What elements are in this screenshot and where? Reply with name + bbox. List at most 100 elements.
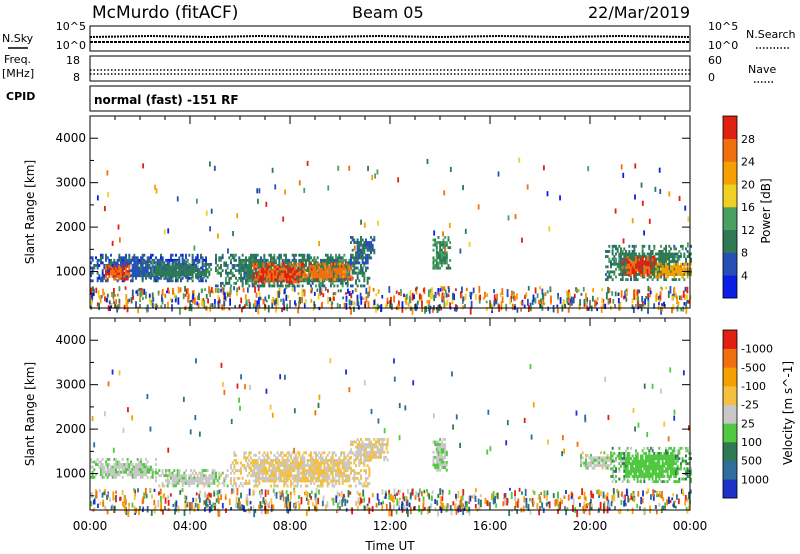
data-cell (116, 261, 119, 265)
data-cell (264, 280, 267, 284)
data-cell (335, 459, 337, 462)
noise-cell (404, 307, 407, 311)
data-cell (626, 457, 629, 460)
data-cell (651, 265, 654, 269)
data-cell (278, 469, 281, 473)
data-cell (245, 269, 247, 272)
data-cell (671, 257, 674, 261)
data-cell (293, 461, 296, 465)
data-cell (673, 270, 676, 274)
data-cell (115, 272, 117, 276)
data-cell (439, 461, 442, 464)
data-cell (294, 280, 297, 284)
data-cell (356, 253, 359, 257)
data-cell (101, 468, 104, 472)
data-cell (283, 253, 286, 257)
data-cell (203, 269, 206, 272)
data-cell (444, 256, 447, 260)
data-cell (349, 278, 352, 281)
data-cell (625, 257, 627, 261)
data-cell (671, 255, 674, 258)
data-cell (621, 462, 624, 466)
data-cell (365, 243, 367, 247)
data-cell (312, 270, 315, 274)
data-cell (258, 456, 261, 460)
data-cell (198, 260, 201, 264)
data-cell (240, 264, 242, 267)
data-cell (141, 463, 144, 466)
data-cell (246, 271, 249, 275)
data-cell (685, 260, 687, 264)
data-cell (383, 455, 386, 459)
data-cell (666, 275, 669, 279)
data-cell (610, 457, 612, 460)
data-cell (380, 438, 382, 441)
data-cell (611, 257, 614, 261)
data-cell (356, 256, 359, 260)
data-cell (605, 278, 607, 282)
data-cell (221, 256, 224, 260)
data-cell (366, 276, 369, 280)
data-cell (615, 267, 617, 271)
cpid-text: normal (fast) -151 RF (94, 93, 239, 107)
data-cell (375, 440, 377, 444)
data-cell (135, 271, 137, 275)
data-cell (308, 464, 311, 467)
data-cell (440, 443, 443, 446)
data-cell (343, 258, 346, 262)
data-cell (331, 281, 334, 285)
data-cell (284, 278, 287, 281)
data-cell (246, 279, 249, 283)
data-cell (350, 469, 352, 473)
data-cell (283, 464, 286, 467)
data-cell (262, 272, 265, 276)
data-cell (650, 258, 652, 262)
data-cell (346, 453, 349, 457)
data-cell (676, 267, 679, 271)
data-cell (588, 456, 591, 460)
data-cell (306, 476, 309, 480)
data-cell (606, 250, 609, 253)
data-cell (181, 484, 184, 488)
noise-cell (633, 296, 636, 300)
data-cell (135, 276, 137, 280)
data-cell (445, 461, 448, 464)
noise-cell (110, 302, 113, 307)
data-cell (315, 453, 317, 457)
data-cell (213, 469, 216, 472)
data-cell (171, 253, 174, 257)
data-cell (248, 276, 251, 280)
data-cell (116, 272, 119, 276)
data-cell (350, 450, 352, 454)
data-cell (128, 269, 131, 272)
data-cell (123, 256, 126, 260)
noise-cell (453, 293, 455, 300)
data-cell (203, 484, 206, 488)
data-cell (195, 258, 197, 262)
data-cell (328, 451, 331, 455)
data-cell (611, 446, 614, 450)
data-cell (611, 472, 614, 476)
data-cell (308, 471, 311, 475)
data-cell (299, 265, 302, 269)
data-cell (138, 473, 141, 477)
data-cell (661, 260, 664, 264)
data-cell (110, 468, 112, 472)
data-cell (635, 273, 637, 276)
data-cell (191, 481, 194, 485)
data-cell (310, 482, 312, 485)
data-cell (140, 268, 142, 271)
data-cell (145, 463, 147, 466)
data-cell (358, 448, 361, 452)
data-cell (111, 270, 114, 273)
data-cell (341, 279, 344, 283)
data-cell (363, 459, 366, 462)
data-cell (435, 455, 438, 459)
data-cell (653, 270, 656, 274)
data-cell (341, 451, 344, 455)
data-cell (183, 273, 186, 277)
data-cell (303, 469, 306, 473)
noise-cell (603, 303, 605, 309)
data-cell (301, 469, 304, 473)
data-cell (312, 267, 315, 271)
